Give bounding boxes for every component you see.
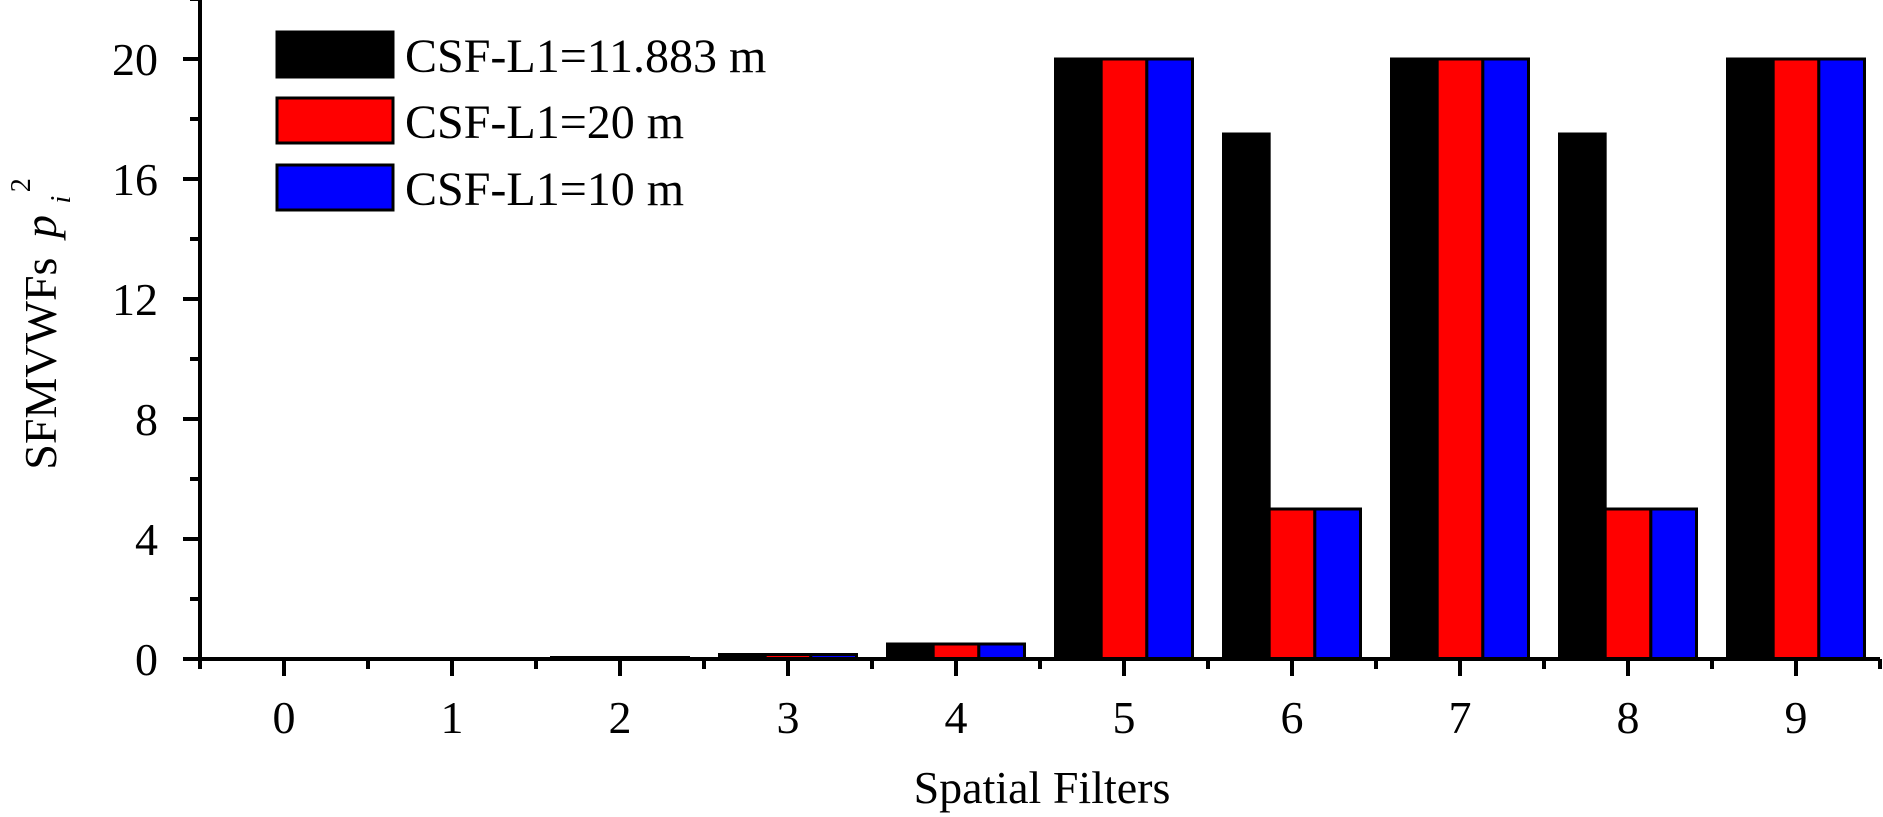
bar <box>1726 57 1775 661</box>
legend-swatch <box>275 30 395 79</box>
legend-label: CSF-L1=20 m <box>405 96 684 149</box>
bar <box>1145 57 1195 661</box>
bar <box>1054 57 1103 661</box>
y-axis-title-base: p <box>15 215 66 241</box>
bar <box>977 642 1026 661</box>
y-tick-label: 16 <box>112 154 158 205</box>
x-tick-label: 9 <box>1785 692 1808 743</box>
bar <box>1390 57 1439 661</box>
bar <box>1267 507 1317 661</box>
bar-group-4 <box>886 642 1026 661</box>
x-tick-label: 1 <box>441 692 464 743</box>
x-axis-title: Spatial Filters <box>914 762 1171 813</box>
y-axis-title-superscript: 2 <box>6 178 37 192</box>
legend-label: CSF-L1=11.883 m <box>405 30 766 83</box>
bar-group-5 <box>1054 57 1195 661</box>
bars-layer <box>550 57 1867 661</box>
bar <box>1649 507 1699 661</box>
legend-swatch <box>275 163 395 212</box>
x-tick-label: 2 <box>609 692 632 743</box>
bar <box>931 642 981 661</box>
bar-group-6 <box>1222 132 1363 661</box>
bar <box>1603 507 1653 661</box>
bar <box>1313 507 1363 661</box>
bar-group-9 <box>1726 57 1867 661</box>
legend-item: CSF-L1=11.883 m <box>275 30 766 83</box>
y-tick-label: 4 <box>135 514 158 565</box>
bar-group-8 <box>1558 132 1699 661</box>
y-axis-title-subscript: i <box>46 196 77 204</box>
bar <box>1435 57 1485 661</box>
y-axis-title: SFMVWFs p i 2 <box>6 178 80 469</box>
bar <box>886 642 935 661</box>
bar <box>1099 57 1149 661</box>
legend-item: CSF-L1=10 m <box>275 163 684 216</box>
bar <box>1222 132 1271 661</box>
bar <box>1771 57 1821 661</box>
y-tick-label: 0 <box>135 634 158 685</box>
y-tick-label: 20 <box>112 34 158 85</box>
bar <box>1558 132 1607 661</box>
x-tick-label: 3 <box>777 692 800 743</box>
x-tick-label: 6 <box>1281 692 1304 743</box>
legend: CSF-L1=11.883 m CSF-L1=20 m CSF-L1=10 m <box>275 30 766 216</box>
x-tick-label: 8 <box>1617 692 1640 743</box>
bar <box>1817 57 1867 661</box>
bar <box>1481 57 1531 661</box>
legend-label: CSF-L1=10 m <box>405 163 684 216</box>
x-tick-label: 5 <box>1113 692 1136 743</box>
legend-item: CSF-L1=20 m <box>275 96 684 149</box>
bar-group-7 <box>1390 57 1531 661</box>
x-tick-label: 4 <box>945 692 968 743</box>
y-tick-label: 12 <box>112 274 158 325</box>
y-axis-title-text: SFMVWFs <box>15 258 66 470</box>
y-tick-label: 8 <box>135 394 158 445</box>
legend-swatch <box>275 96 395 145</box>
x-tick-label: 0 <box>273 692 296 743</box>
x-tick-label: 7 <box>1449 692 1472 743</box>
